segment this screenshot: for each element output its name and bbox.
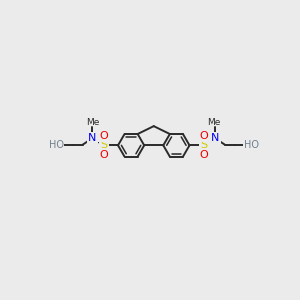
Text: N: N [211, 133, 219, 143]
Text: S: S [200, 140, 207, 150]
Text: O: O [99, 150, 108, 160]
Text: O: O [200, 130, 208, 140]
Text: S: S [100, 140, 107, 150]
Text: HO: HO [244, 140, 259, 150]
Text: O: O [99, 130, 108, 140]
Text: O: O [200, 150, 208, 160]
Text: Me: Me [208, 118, 221, 127]
Text: HO: HO [49, 140, 64, 150]
Text: Me: Me [87, 118, 100, 127]
Text: N: N [88, 133, 97, 143]
